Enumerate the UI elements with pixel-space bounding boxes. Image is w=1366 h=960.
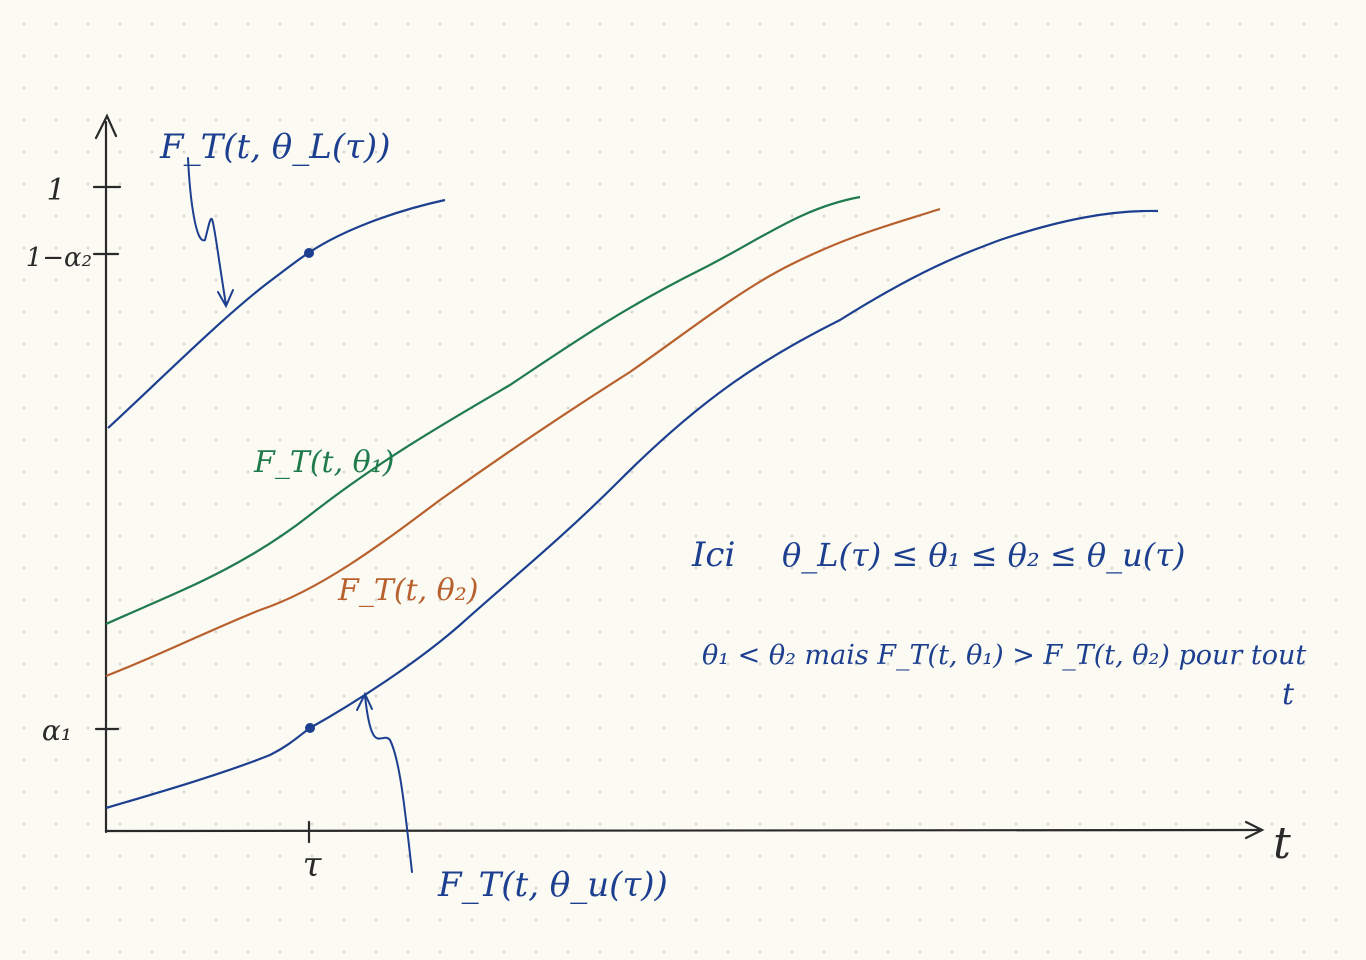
- tick-label-1: 1: [46, 173, 65, 208]
- tick-label-tau: τ: [303, 845, 323, 885]
- arrow-bottom-head: [356, 691, 373, 711]
- note-monotonicity: θ₁ < θ₂ mais F_T(t, θ₁) > F_T(t, θ₂) pou…: [702, 640, 1306, 671]
- curve-theta1: [105, 195, 861, 626]
- x-axis-label: t: [1273, 818, 1291, 869]
- arrow-top-label: [187, 157, 227, 306]
- curve-upper-theta-u: [105, 209, 1159, 810]
- y-axis-arrowhead: [94, 113, 118, 140]
- curve-lower-theta-L: [107, 198, 446, 429]
- note-ici: Ici: [691, 535, 735, 575]
- label-upper-theta-u: F_T(t, θ_u(τ)): [437, 865, 668, 905]
- note-monotonicity-cont: t: [1282, 677, 1295, 712]
- x-axis: [104, 828, 1264, 833]
- tick-label-1-minus-alpha2: 1−α₂: [26, 243, 92, 273]
- curve-theta2: [105, 207, 941, 678]
- point-lower: [305, 723, 315, 733]
- point-upper: [304, 248, 314, 258]
- note-inequality-chain: θ_L(τ) ≤ θ₁ ≤ θ₂ ≤ θ_u(τ): [782, 536, 1185, 574]
- label-lower-theta-L: F_T(t, θ_L(τ)): [159, 127, 390, 167]
- x-axis-arrowhead: [1244, 820, 1265, 840]
- label-theta1: F_T(t, θ₁): [253, 445, 394, 480]
- label-theta2: F_T(t, θ₂): [337, 573, 478, 608]
- arrow-top-head: [217, 289, 234, 309]
- arrow-bottom-label: [364, 695, 413, 873]
- tick-label-alpha1: α₁: [42, 714, 72, 747]
- axes: [92, 113, 1265, 844]
- annotation-arrows: [187, 157, 413, 873]
